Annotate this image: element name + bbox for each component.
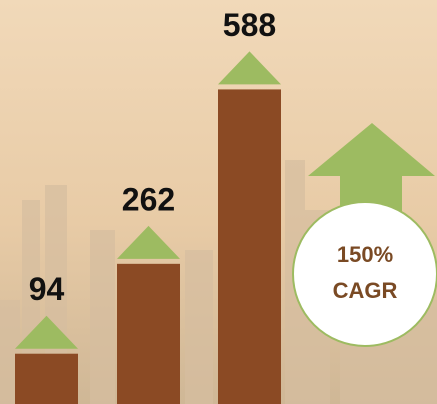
bar bbox=[218, 89, 281, 404]
cagr-circle bbox=[293, 202, 437, 346]
value-label: 588 bbox=[223, 7, 276, 43]
annotation: 150% bbox=[337, 242, 393, 267]
value-label: 262 bbox=[122, 181, 175, 217]
bar bbox=[15, 354, 78, 404]
chart: 150% CAGR 94 262 588 bbox=[0, 0, 437, 404]
value-label: 94 bbox=[29, 271, 65, 307]
annotation: CAGR bbox=[333, 278, 398, 303]
bar bbox=[117, 264, 180, 404]
